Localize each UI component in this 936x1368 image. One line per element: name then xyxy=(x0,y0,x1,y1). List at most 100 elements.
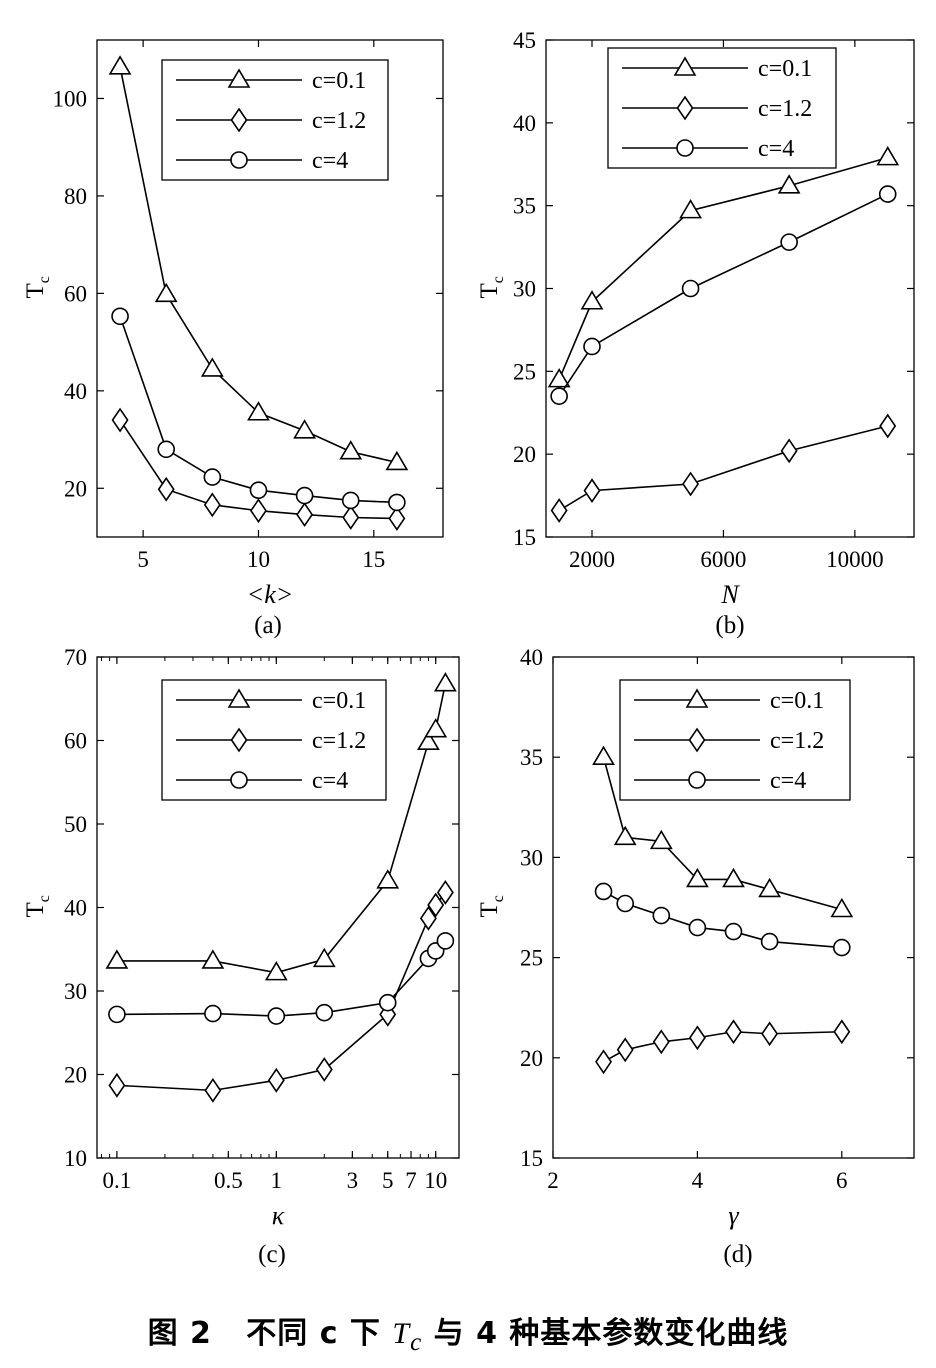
data-point-circle xyxy=(249,481,268,500)
x-tick-label: 0.1 xyxy=(103,1168,132,1193)
legend-label: c=4 xyxy=(312,768,348,794)
data-point-circle xyxy=(203,468,222,486)
legend-label: c=1.2 xyxy=(312,108,366,134)
y-axis-label-sub: c xyxy=(490,276,507,283)
data-point-diamond xyxy=(616,1037,634,1063)
data-point-circle xyxy=(267,1007,286,1025)
legend-label: c=1.2 xyxy=(312,728,366,754)
data-point-triangle xyxy=(686,867,709,888)
data-point-triangle xyxy=(424,718,448,738)
y-tick-label: 100 xyxy=(53,86,88,111)
data-point-circle xyxy=(681,279,700,298)
y-tick-label: 70 xyxy=(64,645,87,670)
panel-label: (d) xyxy=(723,1241,752,1268)
data-point-diamond xyxy=(725,1019,742,1045)
y-axis-label: Tc xyxy=(22,276,53,298)
data-point-circle xyxy=(388,493,406,512)
data-point-circle xyxy=(832,938,851,957)
data-point-diamond xyxy=(688,1025,706,1051)
data-point-diamond xyxy=(267,1067,285,1093)
plot-frame xyxy=(552,656,915,1159)
series-circle xyxy=(550,185,897,405)
legend-marker-diamond xyxy=(230,107,248,133)
x-tick-label: 10 xyxy=(424,1168,447,1193)
data-point-triangle xyxy=(200,357,224,377)
y-tick-label: 20 xyxy=(513,442,536,467)
series-line xyxy=(558,156,888,380)
data-point-circle xyxy=(550,387,568,405)
series-circle xyxy=(108,932,455,1025)
data-point-triangle xyxy=(339,440,363,460)
chart-panel-c: 0.1 0.5 1 3 5 7 10 10 20 30 40 50 60 70 Tc κ (c) c=0.1 c=1… xyxy=(22,645,460,1268)
figure-caption: 图 2 不同 c 下 Tc 与 4 种基本参数变化曲线 xyxy=(0,1308,936,1357)
data-point-diamond xyxy=(761,1021,779,1047)
x-tick-label: 2000 xyxy=(569,547,615,572)
data-point-triangle xyxy=(376,869,400,889)
data-point-triangle xyxy=(592,745,615,766)
data-point-diamond xyxy=(652,1029,670,1055)
series-line xyxy=(558,425,888,512)
data-point-triangle xyxy=(154,282,178,303)
data-point-circle xyxy=(108,1005,126,1024)
y-tick-label: 15 xyxy=(513,525,536,550)
y-tick-label: 20 xyxy=(64,1063,87,1088)
x-tick-label: 0.5 xyxy=(214,1168,243,1193)
data-point-diamond xyxy=(682,471,700,497)
legend-label: c=0.1 xyxy=(312,68,366,94)
y-tick-label: 40 xyxy=(64,896,87,921)
data-point-circle xyxy=(111,307,129,326)
data-point-triangle xyxy=(433,672,457,692)
x-tick-label: 5 xyxy=(137,547,149,572)
legend-marker-diamond xyxy=(688,727,706,753)
data-point-circle xyxy=(157,440,175,459)
x-tick-label: 6 xyxy=(836,1168,848,1193)
legend: c=0.1 c=1.2 c=4 xyxy=(607,47,837,169)
y-tick-label: 20 xyxy=(64,476,87,501)
x-tick-label: 4 xyxy=(692,1168,704,1193)
data-point-diamond xyxy=(550,498,568,523)
y-tick-label: 40 xyxy=(520,645,543,670)
data-point-triangle xyxy=(105,949,129,969)
y-axis-label-sub: c xyxy=(490,895,507,902)
legend: c=0.1 c=1.2 c=4 xyxy=(619,679,851,801)
data-point-triangle xyxy=(547,368,571,388)
data-point-triangle xyxy=(312,947,336,968)
legend-label: c=0.1 xyxy=(770,688,824,714)
data-point-circle xyxy=(295,486,314,505)
data-point-circle xyxy=(652,906,671,925)
data-point-circle xyxy=(436,932,455,950)
data-point-triangle xyxy=(293,419,316,439)
x-tick-label: 6000 xyxy=(700,547,746,572)
panel-label: (a) xyxy=(254,612,282,639)
plot-frame xyxy=(96,39,444,538)
data-point-diamond xyxy=(203,492,221,518)
data-point-triangle xyxy=(758,877,781,898)
x-tick-label: 2 xyxy=(547,1168,559,1193)
legend: c=0.1 c=1.2 c=4 xyxy=(161,679,387,801)
y-tick-label: 40 xyxy=(513,111,536,136)
legend-label: c=4 xyxy=(770,768,806,794)
y-axis-label-sub: c xyxy=(36,276,53,283)
series-triangle xyxy=(105,672,457,981)
legend-label: c=0.1 xyxy=(312,688,366,714)
data-point-circle xyxy=(688,918,707,937)
x-tick-label: 1 xyxy=(271,1168,283,1193)
data-point-circle xyxy=(594,882,613,901)
legend-label: c=4 xyxy=(758,136,794,162)
series-diamond xyxy=(595,1019,851,1075)
data-point-triangle xyxy=(777,174,801,194)
legend-marker-diamond xyxy=(676,95,694,121)
legend-marker-circle xyxy=(230,151,248,169)
data-point-diamond xyxy=(427,892,445,918)
data-point-triangle xyxy=(580,290,604,310)
data-point-circle xyxy=(378,993,397,1012)
data-point-circle xyxy=(878,185,897,203)
data-point-triangle xyxy=(108,55,132,75)
legend-label: c=1.2 xyxy=(758,96,812,122)
x-axis-label: κ xyxy=(272,1201,285,1230)
x-tick-label: 10000 xyxy=(826,547,884,572)
legend-marker-triangle xyxy=(673,56,697,76)
y-axis-label-main: T xyxy=(476,902,503,917)
data-point-diamond xyxy=(436,880,454,905)
